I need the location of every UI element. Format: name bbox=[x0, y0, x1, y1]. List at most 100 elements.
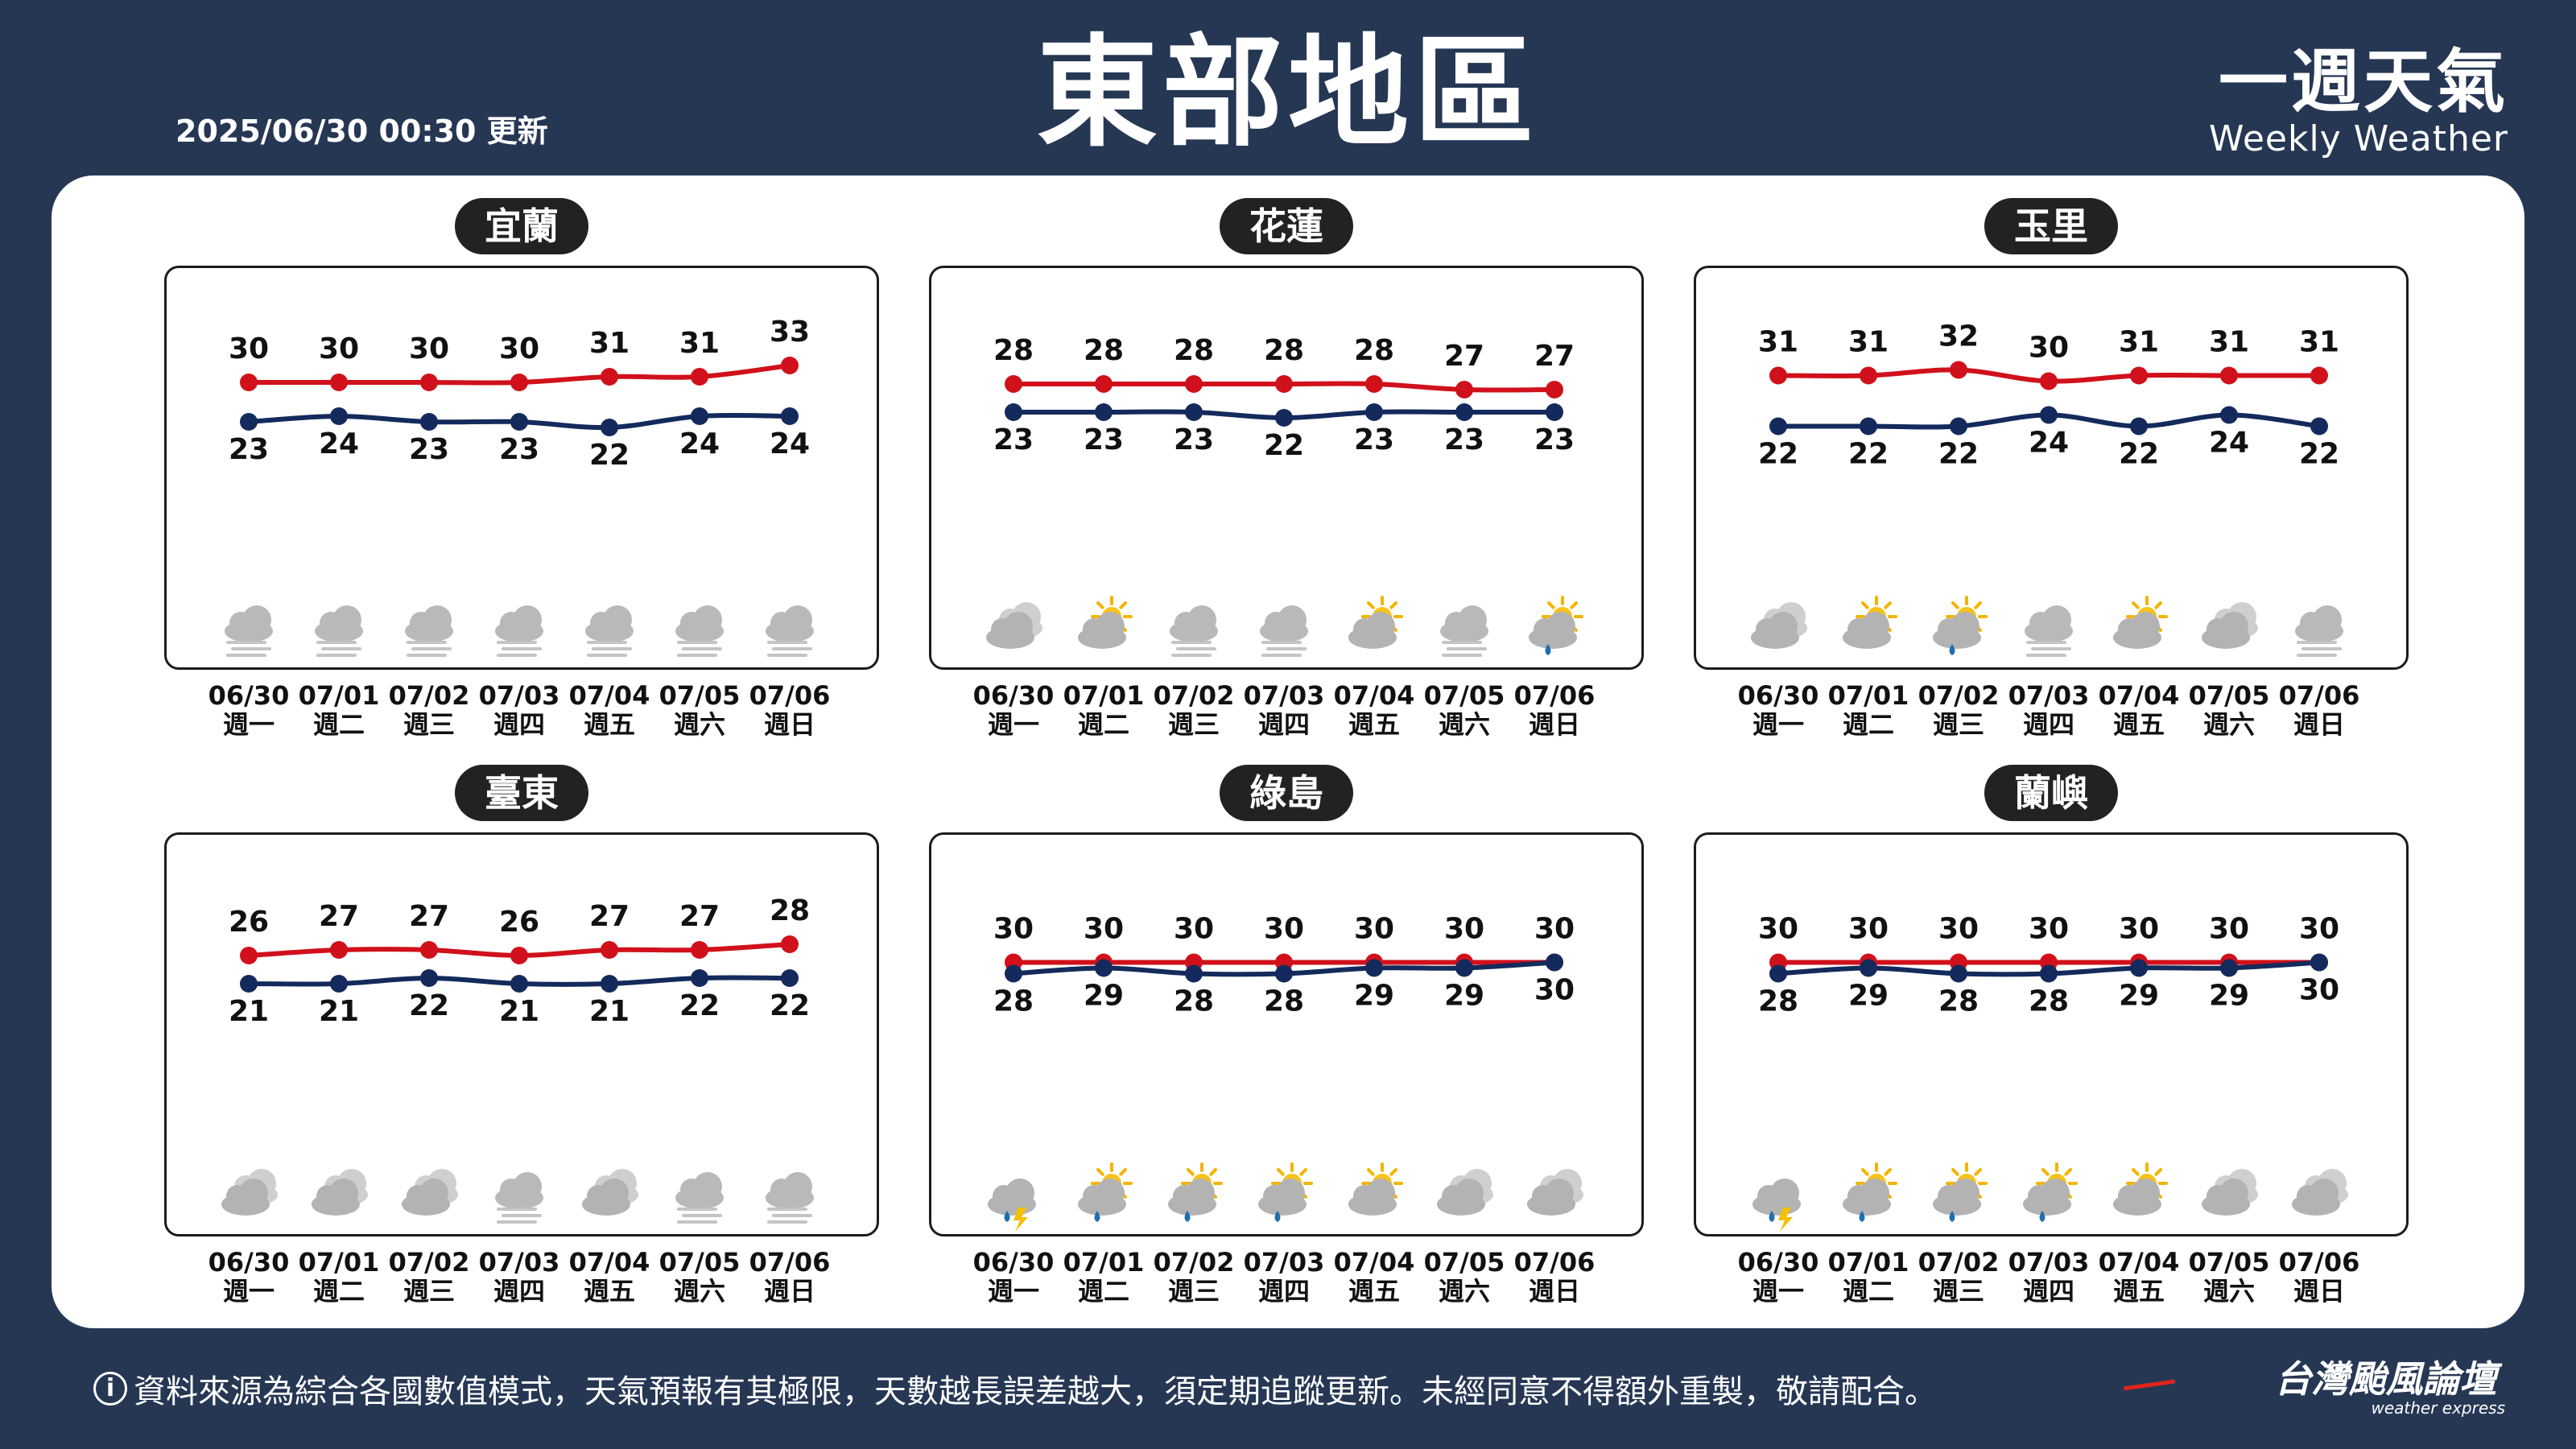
low-temp-label: 29 bbox=[1084, 980, 1124, 1013]
high-temp-point bbox=[2040, 372, 2058, 390]
partly-cloudy-rain-icon bbox=[1258, 1162, 1313, 1222]
cloud-puff bbox=[239, 1179, 268, 1208]
high-temp-label: 30 bbox=[993, 913, 1034, 946]
weekday-label: 週四 bbox=[2022, 709, 2074, 740]
low-temp-label: 22 bbox=[679, 989, 720, 1022]
high-temp-point bbox=[240, 374, 258, 391]
fog-line bbox=[592, 647, 632, 650]
cloud-shape bbox=[675, 1172, 724, 1209]
cloud-shape bbox=[405, 605, 453, 642]
day-label: 07/06 週日 bbox=[1509, 1248, 1600, 1306]
low-temp-point bbox=[2220, 959, 2238, 977]
cloud-puff bbox=[2219, 612, 2248, 641]
day-label: 07/01 週二 bbox=[1059, 1248, 1149, 1306]
high-temp-point bbox=[1365, 375, 1383, 393]
cloud-shape bbox=[312, 1179, 360, 1216]
high-temp-label: 27 bbox=[409, 900, 449, 933]
cloud-puff bbox=[1278, 605, 1307, 634]
sun-ray bbox=[2041, 1168, 2050, 1176]
cloud-puff bbox=[1770, 1179, 1799, 1208]
cloud-puff bbox=[2131, 1179, 2160, 1208]
low-temp-point bbox=[1546, 403, 1563, 421]
weekday-label: 週一 bbox=[987, 1276, 1039, 1307]
thunder-rain-icon bbox=[988, 1179, 1036, 1232]
fog-line bbox=[677, 641, 717, 644]
date-label: 07/05 bbox=[2188, 680, 2270, 711]
fog-line bbox=[772, 647, 812, 650]
sun-ray bbox=[1389, 1168, 1397, 1176]
high-temp-label: 27 bbox=[679, 900, 720, 933]
fog-line bbox=[2301, 647, 2342, 650]
low-temp-label: 23 bbox=[1444, 423, 1484, 456]
weekday-label: 週三 bbox=[402, 1276, 455, 1307]
date-label: 07/06 bbox=[749, 680, 831, 711]
weekday-label: 週二 bbox=[1077, 1276, 1129, 1307]
low-temp-label: 22 bbox=[589, 439, 630, 472]
sun-ray bbox=[1299, 1168, 1307, 1176]
cloud-puff bbox=[1186, 1179, 1215, 1208]
partly-cloudy-rain-icon bbox=[1529, 596, 1583, 655]
day-label: 07/01 週二 bbox=[294, 1248, 384, 1306]
partly-cloudy-icon bbox=[1348, 596, 1403, 649]
date-label: 06/30 bbox=[208, 1247, 290, 1278]
fog-line bbox=[407, 654, 447, 657]
cloud-shape bbox=[495, 605, 543, 642]
high-temp-label: 30 bbox=[2029, 332, 2069, 365]
sun-ray bbox=[1389, 601, 1397, 609]
low-temp-label: 24 bbox=[770, 427, 810, 460]
high-temp-label: 28 bbox=[1354, 334, 1394, 367]
cloud-shape bbox=[988, 1179, 1036, 1216]
rain-drop bbox=[1859, 1211, 1865, 1222]
high-temp-point bbox=[691, 368, 708, 386]
cloud-puff bbox=[419, 1179, 448, 1208]
fog-line bbox=[497, 1220, 537, 1224]
cloud-puff bbox=[423, 605, 452, 634]
cloud-shape bbox=[2023, 1179, 2071, 1216]
high-temp-label: 30 bbox=[2209, 913, 2249, 946]
cloud-puff bbox=[783, 1172, 812, 1201]
cloud-puff bbox=[1276, 1179, 1305, 1208]
thunder-rain-icon bbox=[1752, 1179, 1801, 1232]
fog-line bbox=[1442, 654, 1482, 657]
high-temp-label: 30 bbox=[1758, 913, 1798, 946]
weekday-label: 週四 bbox=[2022, 1276, 2074, 1307]
cloud-shape bbox=[1258, 1179, 1307, 1216]
day-label: 07/04 週五 bbox=[1329, 681, 1419, 739]
date-label: 07/04 bbox=[2098, 680, 2180, 711]
low-temp-label: 28 bbox=[1938, 985, 1979, 1018]
city-label: 宜蘭 bbox=[455, 198, 588, 254]
low-temp-point bbox=[1546, 953, 1563, 972]
fog-line bbox=[1171, 641, 1212, 644]
high-temp-label: 30 bbox=[2029, 913, 2069, 946]
partly-cloudy-icon bbox=[2113, 596, 2168, 649]
fog-line bbox=[767, 1220, 807, 1224]
chart-frame bbox=[164, 832, 879, 1236]
cloud-shape bbox=[2202, 1179, 2250, 1216]
cloud-puff bbox=[2042, 605, 2071, 634]
day-label: 07/03 週四 bbox=[1239, 1248, 1329, 1306]
high-temp-point bbox=[1185, 375, 1203, 393]
date-label: 06/30 bbox=[1737, 1247, 1819, 1278]
cloud-puff bbox=[1096, 1179, 1125, 1208]
cloud-shape bbox=[766, 605, 814, 642]
fog-line bbox=[767, 654, 807, 657]
high-temp-point bbox=[1950, 361, 1967, 379]
fog-line bbox=[1447, 647, 1487, 650]
logo-accent-line bbox=[2123, 1379, 2176, 1391]
date-label: 07/01 bbox=[1063, 680, 1145, 711]
high-temp-point bbox=[1095, 375, 1113, 393]
rain-drop bbox=[1949, 1211, 1955, 1222]
rain-drop bbox=[1184, 1211, 1191, 1222]
day-label: 07/03 週四 bbox=[1239, 681, 1329, 739]
date-label: 07/03 bbox=[478, 1247, 560, 1278]
low-temp-point bbox=[330, 975, 348, 993]
lightning-bolt bbox=[1013, 1208, 1028, 1232]
cloud-puff bbox=[2041, 1179, 2070, 1208]
high-temp-label: 30 bbox=[229, 332, 269, 365]
high-temp-point bbox=[2220, 366, 2238, 385]
high-temp-point bbox=[691, 941, 708, 959]
sun-ray bbox=[1119, 601, 1127, 609]
rain-drop bbox=[1545, 644, 1551, 655]
fog-line bbox=[2031, 647, 2071, 650]
sun-ray bbox=[1277, 1168, 1285, 1176]
